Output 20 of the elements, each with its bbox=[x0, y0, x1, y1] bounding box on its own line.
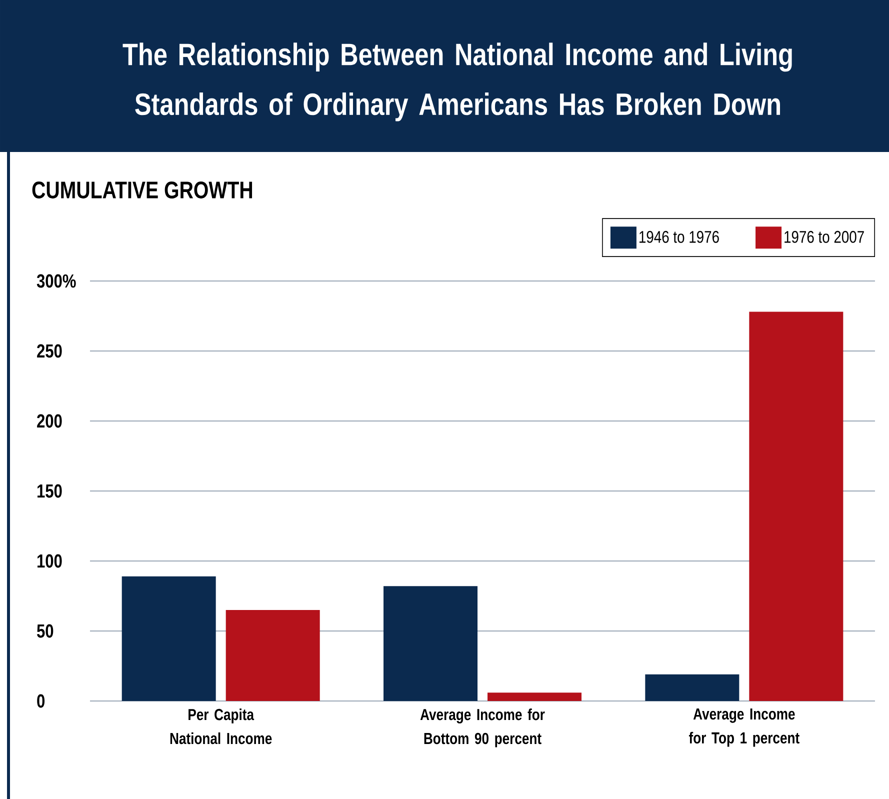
y-tick-label: 0 bbox=[37, 694, 45, 708]
chart-title: The Relationship Between National Income and Living Standards of Ordinary Americans Has Broken Down bbox=[122, 42, 792, 122]
x-tick-label: Per Capita National Income bbox=[170, 708, 272, 744]
bar bbox=[122, 576, 216, 701]
y-tick-label: 250 bbox=[37, 344, 62, 358]
y-tick-label: 50 bbox=[37, 624, 54, 638]
y-tick-label: 100 bbox=[38, 554, 62, 568]
chart-subtitle: CUMULATIVE GROWTH bbox=[32, 182, 252, 198]
y-tick-label: 200 bbox=[37, 414, 62, 428]
bar bbox=[645, 674, 740, 701]
legend-label: 1976 to 2007 bbox=[784, 230, 864, 243]
y-tick-label: 150 bbox=[38, 484, 62, 498]
bar bbox=[749, 312, 844, 701]
legend-label: 1946 to 1976 bbox=[640, 230, 719, 243]
bar bbox=[384, 586, 478, 701]
bar bbox=[226, 610, 320, 701]
x-tick-label: Average Income for Top 1 percent bbox=[688, 708, 800, 747]
bar bbox=[488, 692, 582, 701]
x-tick-label: Average Income for Bottom 90 percent bbox=[420, 708, 545, 748]
y-tick-label: 300% bbox=[36, 274, 76, 288]
